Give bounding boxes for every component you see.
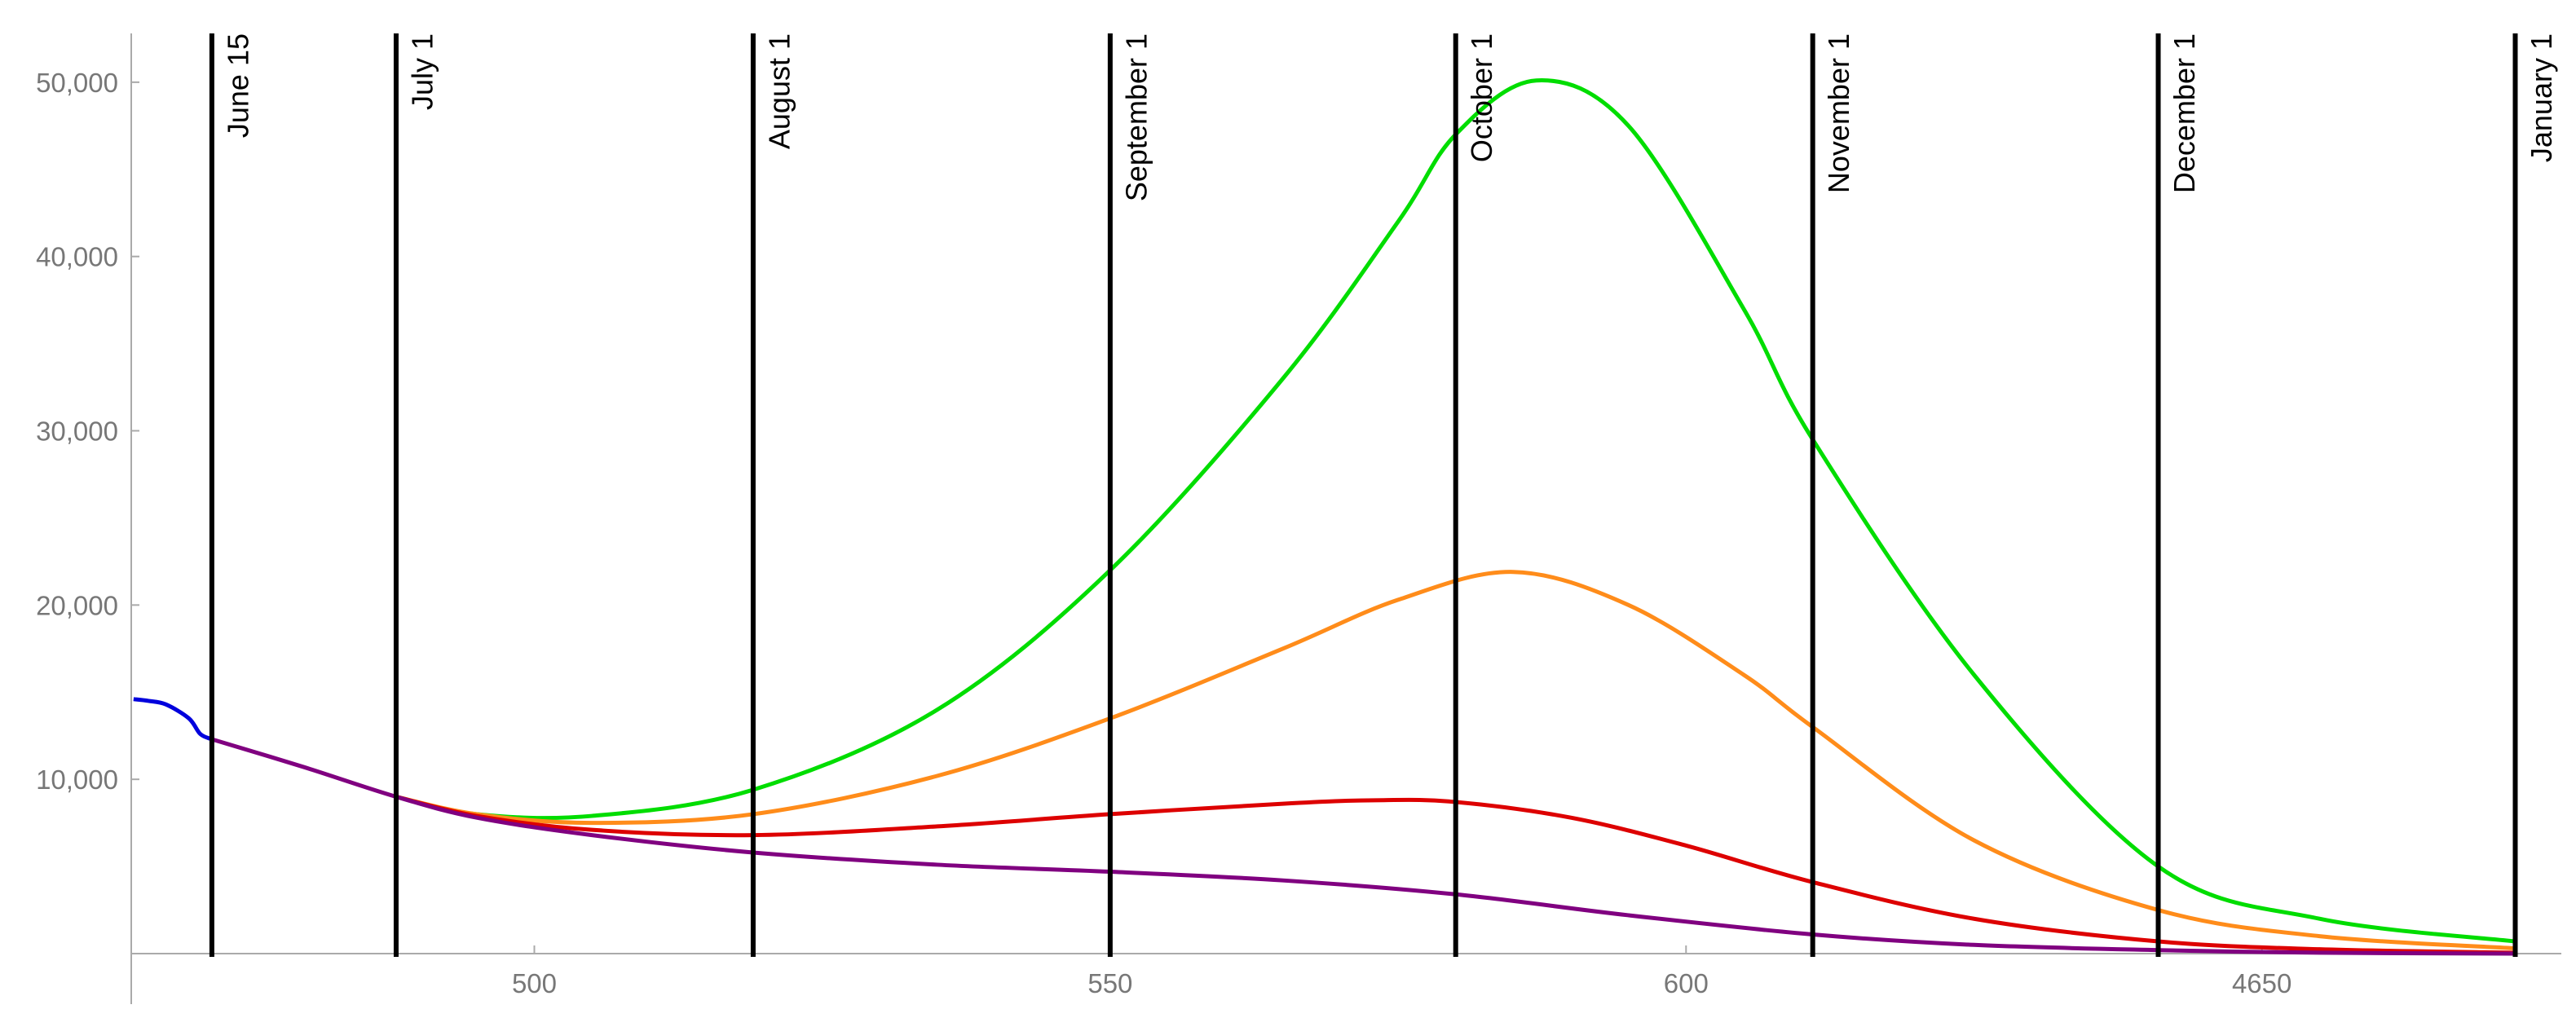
y-tick-label: 10,000: [36, 765, 118, 795]
x-tick-label: 4650: [2232, 968, 2291, 998]
series-line: [211, 737, 2516, 956]
series-line: [395, 795, 2516, 955]
series-line: [395, 570, 2516, 951]
x-tick-label: 550: [1087, 968, 1132, 998]
x-tick-label: 600: [1664, 968, 1709, 998]
x-tick-label: 500: [512, 968, 557, 998]
event-label: June 15: [221, 33, 254, 138]
series-line: [133, 697, 213, 742]
y-tick-label: 40,000: [36, 242, 118, 272]
event-label: December 1: [2168, 33, 2201, 193]
event-label: July 1: [405, 33, 439, 110]
event-label: October 1: [1465, 33, 1498, 162]
event-label: January 1: [2525, 33, 2558, 162]
y-tick-label: 50,000: [36, 68, 118, 98]
series-line: [395, 78, 2516, 944]
event-label: September 1: [1119, 33, 1153, 201]
event-label: November 1: [1822, 33, 1855, 193]
y-tick-label: 20,000: [36, 590, 118, 620]
y-tick-label: 30,000: [36, 416, 118, 447]
event-label: August 1: [762, 33, 796, 149]
